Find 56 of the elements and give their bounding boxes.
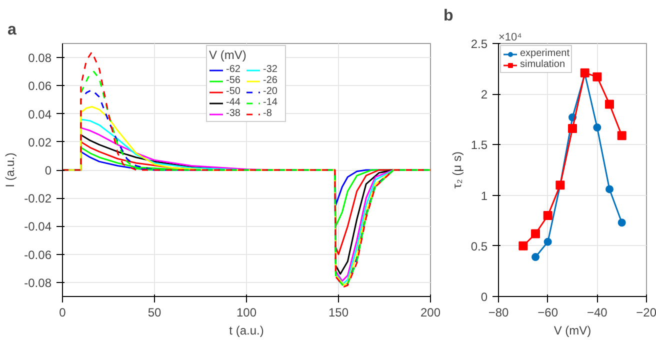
y-tick-label: 0	[44, 164, 52, 178]
y-tick-label: 2.5	[470, 37, 488, 51]
chart-title: b	[444, 8, 454, 24]
legend-label: -38	[226, 108, 242, 119]
x-tick-label: 100	[236, 306, 257, 320]
legend-title: V (mV)	[209, 48, 248, 62]
legend-label: -56	[226, 75, 242, 86]
y-axis-title: I (a.u.)	[3, 152, 18, 188]
y-tick-label: -0.02	[24, 192, 52, 206]
point	[532, 253, 540, 262]
legend-label: simulation	[520, 59, 566, 70]
legend-label: experiment	[520, 48, 570, 59]
point	[531, 229, 540, 238]
legend-label: -26	[263, 75, 278, 86]
y-tick-label: 1.5	[470, 138, 488, 152]
x-tick-label: −60	[538, 306, 558, 320]
legend-label: -62	[226, 64, 242, 75]
point	[592, 72, 602, 82]
y-axis-title: τ₂ (μ s)	[450, 152, 464, 188]
point	[618, 218, 626, 227]
x-tick-label: −40	[586, 306, 608, 320]
y-tick-label: -0.04	[24, 220, 52, 234]
x-tick-label: 150	[328, 306, 349, 320]
text: ×10⁴	[498, 32, 522, 44]
y-tick-label: 0	[480, 290, 488, 304]
point	[593, 124, 602, 132]
y-tick-label: 1	[480, 188, 488, 203]
legend-label: -20	[263, 86, 278, 97]
y-tick-label: 0.06	[28, 79, 52, 94]
point	[568, 124, 577, 134]
y-tick-label: 0.5	[470, 239, 488, 254]
point	[543, 211, 552, 220]
point	[518, 241, 528, 250]
x-axis-title: V (mV)	[554, 324, 592, 338]
legend-label: -8	[263, 108, 273, 119]
y-tick-label: 0.08	[28, 51, 52, 66]
legend-label: -50	[226, 86, 242, 97]
x-tick-label: −80	[488, 306, 510, 320]
y-tick-label: -0.06	[24, 248, 52, 262]
legend-label: -44	[226, 97, 242, 108]
point	[606, 185, 614, 194]
x-tick-label: 0	[59, 306, 66, 320]
point	[544, 238, 552, 246]
legend-label: -32	[263, 64, 278, 75]
y-tick-label: -0.08	[24, 276, 52, 290]
point	[605, 100, 614, 109]
chart-title: a	[8, 22, 16, 38]
y-tick-label: 2	[480, 88, 488, 102]
point	[617, 131, 626, 140]
y-tick-label: 0.04	[28, 107, 52, 122]
x-tick-label: 200	[420, 306, 441, 320]
x-tick-label: −20	[636, 306, 656, 320]
legend-label: -14	[263, 97, 278, 108]
y-tick-label: 0.02	[28, 135, 52, 150]
x-tick-label: 50	[148, 306, 162, 320]
x-axis-title: t (a.u.)	[229, 324, 264, 338]
